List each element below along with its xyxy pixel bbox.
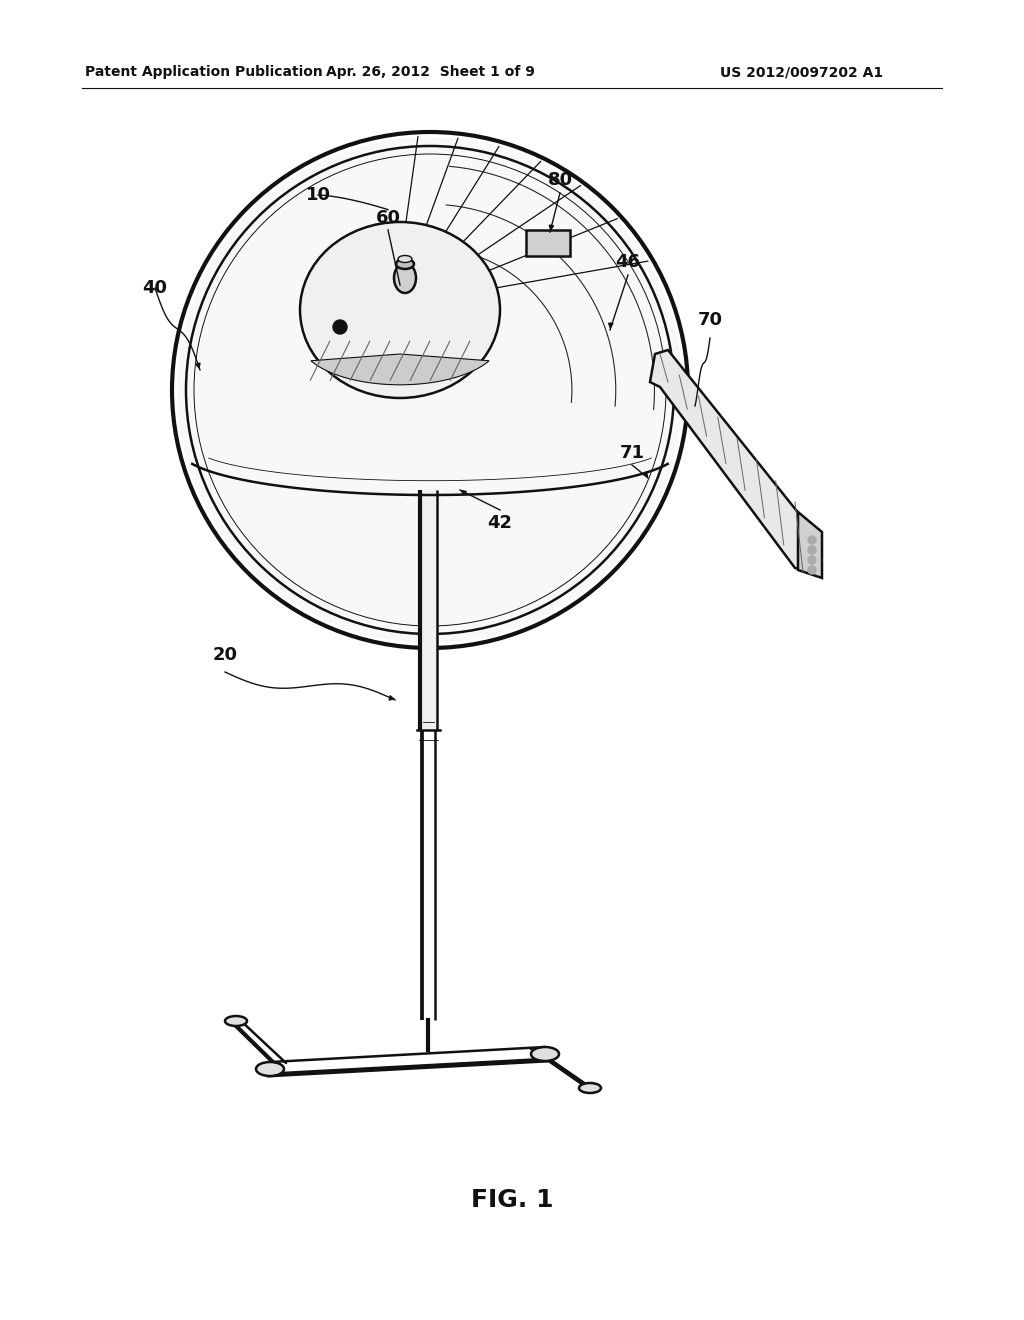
Text: 46: 46 <box>615 253 640 271</box>
Polygon shape <box>650 350 815 572</box>
Ellipse shape <box>398 256 412 263</box>
Text: 20: 20 <box>213 645 238 664</box>
Ellipse shape <box>177 137 683 643</box>
Ellipse shape <box>531 1047 559 1061</box>
Circle shape <box>808 546 816 554</box>
Circle shape <box>333 319 347 334</box>
Ellipse shape <box>396 259 414 269</box>
Text: 70: 70 <box>697 312 723 329</box>
Circle shape <box>808 556 816 564</box>
Ellipse shape <box>300 222 500 399</box>
Text: Apr. 26, 2012  Sheet 1 of 9: Apr. 26, 2012 Sheet 1 of 9 <box>326 65 535 79</box>
Ellipse shape <box>256 1063 284 1076</box>
Text: 80: 80 <box>548 172 572 189</box>
Text: 10: 10 <box>305 186 331 205</box>
Polygon shape <box>798 512 822 578</box>
Polygon shape <box>311 354 489 385</box>
Ellipse shape <box>225 1016 247 1026</box>
Text: Patent Application Publication: Patent Application Publication <box>85 65 323 79</box>
Ellipse shape <box>394 263 416 293</box>
Circle shape <box>808 566 816 574</box>
FancyBboxPatch shape <box>526 230 570 256</box>
Text: US 2012/0097202 A1: US 2012/0097202 A1 <box>720 65 883 79</box>
Ellipse shape <box>579 1082 601 1093</box>
Text: FIG. 1: FIG. 1 <box>471 1188 553 1212</box>
Text: 71: 71 <box>620 444 644 462</box>
Text: 40: 40 <box>142 279 168 297</box>
Text: 60: 60 <box>376 209 400 227</box>
Circle shape <box>808 536 816 544</box>
Text: 42: 42 <box>487 513 512 532</box>
